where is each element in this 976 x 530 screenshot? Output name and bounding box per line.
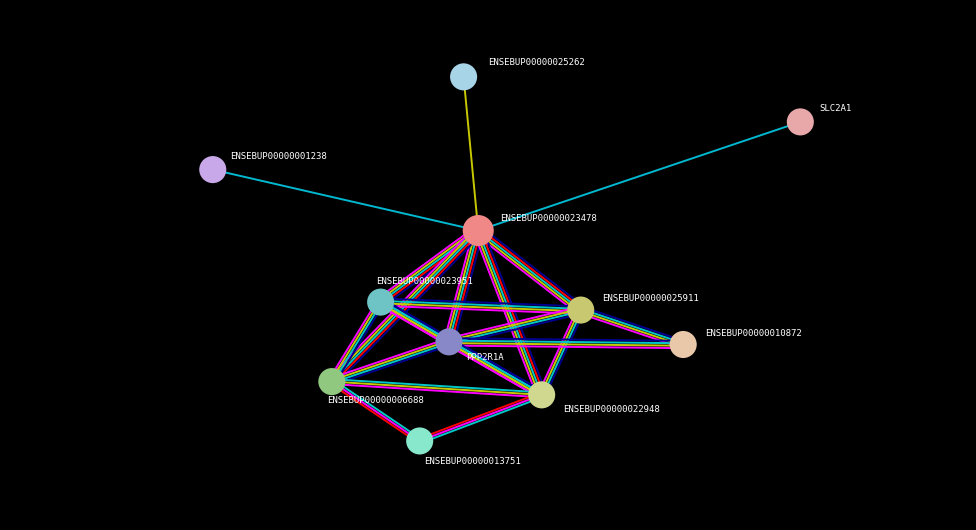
- Point: [324, 377, 340, 386]
- Text: ENSEBUP00000001238: ENSEBUP00000001238: [230, 152, 327, 161]
- Point: [534, 391, 549, 399]
- Text: ENSEBUP00000006688: ENSEBUP00000006688: [327, 396, 424, 404]
- Text: ENSEBUP00000022948: ENSEBUP00000022948: [563, 405, 660, 414]
- Point: [205, 165, 221, 174]
- Text: ENSEBUP00000013751: ENSEBUP00000013751: [425, 457, 521, 465]
- Text: SLC2A1: SLC2A1: [820, 104, 852, 113]
- Text: ENSEBUP00000025262: ENSEBUP00000025262: [488, 58, 585, 66]
- Text: ENSEBUP00000023478: ENSEBUP00000023478: [500, 215, 596, 223]
- Point: [793, 118, 808, 126]
- Text: PPP2R1A: PPP2R1A: [467, 354, 505, 362]
- Point: [456, 73, 471, 81]
- Point: [412, 437, 427, 445]
- Point: [573, 306, 589, 314]
- Point: [373, 298, 388, 306]
- Text: ENSEBUP00000023951: ENSEBUP00000023951: [376, 278, 472, 286]
- Text: ENSEBUP00000010872: ENSEBUP00000010872: [705, 330, 801, 338]
- Point: [675, 340, 691, 349]
- Text: ENSEBUP00000025911: ENSEBUP00000025911: [602, 294, 699, 303]
- Point: [441, 338, 457, 346]
- Point: [470, 226, 486, 235]
